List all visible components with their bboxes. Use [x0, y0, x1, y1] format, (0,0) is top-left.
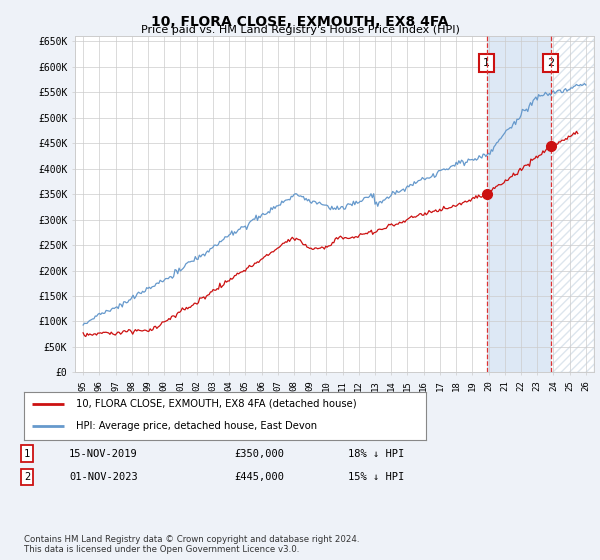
- Text: £350,000: £350,000: [234, 449, 284, 459]
- Text: 2: 2: [547, 58, 554, 68]
- Bar: [551, 36, 594, 372]
- Text: 1: 1: [483, 58, 490, 68]
- Text: 1: 1: [24, 449, 30, 459]
- Text: £445,000: £445,000: [234, 472, 284, 482]
- Text: 2: 2: [24, 472, 30, 482]
- Bar: [551, 36, 594, 372]
- Text: 01-NOV-2023: 01-NOV-2023: [69, 472, 138, 482]
- Bar: [487, 36, 551, 372]
- Text: 10, FLORA CLOSE, EXMOUTH, EX8 4FA: 10, FLORA CLOSE, EXMOUTH, EX8 4FA: [151, 15, 449, 29]
- Text: 15% ↓ HPI: 15% ↓ HPI: [348, 472, 404, 482]
- Text: 15-NOV-2019: 15-NOV-2019: [69, 449, 138, 459]
- Text: HPI: Average price, detached house, East Devon: HPI: Average price, detached house, East…: [76, 421, 317, 431]
- Text: Price paid vs. HM Land Registry's House Price Index (HPI): Price paid vs. HM Land Registry's House …: [140, 25, 460, 35]
- Text: Contains HM Land Registry data © Crown copyright and database right 2024.
This d: Contains HM Land Registry data © Crown c…: [24, 535, 359, 554]
- Text: 18% ↓ HPI: 18% ↓ HPI: [348, 449, 404, 459]
- Text: 10, FLORA CLOSE, EXMOUTH, EX8 4FA (detached house): 10, FLORA CLOSE, EXMOUTH, EX8 4FA (detac…: [76, 399, 357, 409]
